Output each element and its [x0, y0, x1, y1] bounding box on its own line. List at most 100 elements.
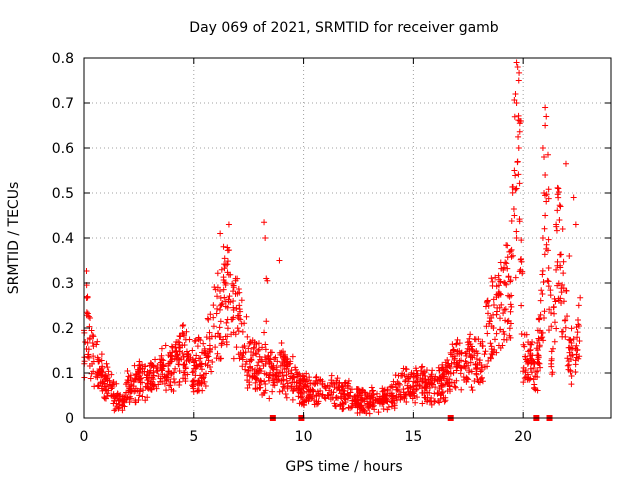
- data-point: [572, 369, 579, 376]
- data-point: [160, 363, 167, 370]
- data-point: [143, 374, 150, 381]
- data-point: [533, 345, 540, 352]
- data-point: [446, 386, 453, 393]
- data-point: [514, 158, 521, 165]
- data-point: [463, 378, 470, 385]
- data-point: [481, 351, 488, 358]
- data-point: [574, 317, 581, 324]
- data-point: [86, 323, 93, 330]
- data-point: [250, 345, 257, 352]
- data-point: [468, 368, 475, 375]
- data-point: [264, 277, 271, 284]
- data-point: [527, 365, 534, 372]
- data-point: [158, 352, 165, 359]
- data-point: [266, 377, 273, 384]
- data-point: [136, 376, 143, 383]
- data-point: [479, 364, 486, 371]
- data-point: [363, 410, 370, 417]
- data-point: [504, 254, 511, 261]
- data-point: [465, 362, 472, 369]
- data-point: [235, 328, 242, 335]
- data-point: [210, 302, 217, 309]
- data-point: [423, 367, 430, 374]
- data-point: [535, 354, 542, 361]
- data-point: [272, 372, 279, 379]
- data-point: [221, 261, 228, 268]
- data-point: [543, 198, 550, 205]
- data-point: [518, 255, 525, 262]
- data-point: [224, 244, 231, 251]
- data-point: [95, 382, 102, 389]
- data-point: [549, 345, 556, 352]
- data-point: [170, 376, 177, 383]
- data-point: [243, 313, 250, 320]
- data-point: [541, 190, 548, 196]
- data-point: [291, 378, 298, 385]
- data-point: [176, 367, 183, 374]
- data-point: [252, 379, 259, 386]
- data-point: [502, 317, 509, 324]
- data-point: [550, 303, 557, 310]
- data-point: [366, 410, 373, 417]
- data-point: [438, 390, 445, 397]
- data-point: [374, 390, 381, 397]
- data-point: [505, 292, 512, 299]
- data-point: [262, 346, 269, 353]
- data-point: [168, 386, 175, 393]
- data-point: [543, 241, 550, 248]
- data-point: [253, 351, 260, 358]
- data-point: [568, 325, 575, 332]
- data-point: [333, 385, 340, 392]
- data-point: [558, 299, 565, 306]
- data-point: [94, 354, 101, 361]
- data-point: [549, 369, 556, 376]
- data-point: [538, 329, 545, 336]
- data-point: [114, 394, 121, 401]
- data-point: [175, 361, 182, 368]
- data-point: [355, 396, 362, 403]
- data-point: [521, 343, 528, 350]
- data-point: [220, 243, 227, 250]
- data-point: [545, 236, 552, 243]
- data-point: [217, 230, 224, 237]
- data-point: [380, 405, 387, 412]
- data-point: [451, 356, 458, 363]
- data-point: [548, 348, 555, 355]
- data-point: [221, 294, 228, 301]
- data-point: [217, 302, 224, 309]
- data-point: [322, 385, 329, 392]
- data-point: [468, 384, 475, 391]
- data-point: [130, 378, 137, 385]
- data-point: [482, 348, 489, 355]
- data-point: [253, 375, 260, 382]
- data-point: [559, 226, 566, 232]
- data-point: [268, 360, 275, 367]
- data-point: [92, 373, 99, 380]
- data-point: [490, 325, 497, 332]
- data-point: [556, 202, 563, 209]
- data-point: [163, 374, 170, 381]
- data-point: [525, 374, 532, 381]
- data-point: [103, 360, 110, 367]
- data-point: [537, 297, 544, 304]
- data-point: [118, 395, 125, 402]
- data-point: [418, 364, 425, 371]
- data-point: [548, 363, 555, 370]
- data-point: [389, 384, 396, 391]
- data-point: [294, 386, 301, 393]
- data-point: [105, 368, 112, 375]
- data-point: [451, 383, 458, 390]
- data-point: [395, 372, 402, 379]
- data-point: [142, 397, 149, 404]
- data-point: [513, 100, 520, 106]
- data-point: [545, 195, 552, 202]
- data-point: [333, 403, 340, 410]
- data-point: [193, 352, 200, 359]
- data-point: [516, 128, 523, 135]
- data-point: [454, 336, 461, 343]
- data-point: [198, 380, 205, 387]
- data-point: [301, 375, 308, 382]
- data-point: [367, 395, 374, 402]
- data-point: [539, 235, 546, 241]
- data-point: [436, 367, 443, 374]
